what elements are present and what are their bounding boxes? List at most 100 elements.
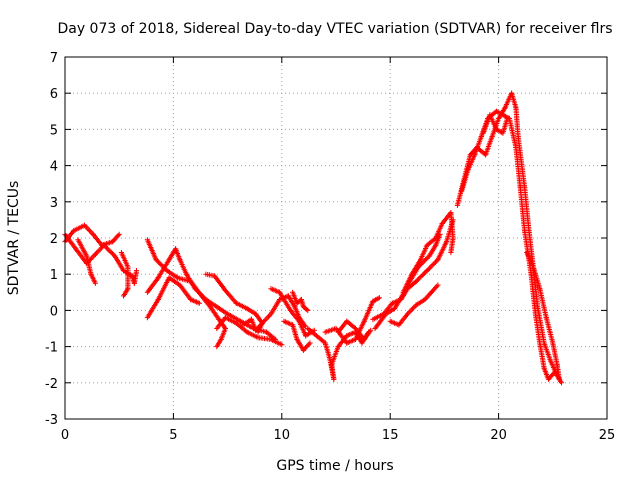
- x-tick-label: 5: [169, 428, 177, 443]
- y-tick-label: 6: [50, 87, 58, 102]
- data-point: [101, 242, 107, 248]
- y-tick-label: 1: [50, 268, 58, 283]
- data-point: [376, 295, 382, 301]
- y-tick-label: 5: [50, 123, 58, 138]
- data-trace-band: [240, 293, 309, 333]
- data-point: [423, 269, 429, 275]
- data-point: [420, 259, 426, 265]
- data-point: [558, 380, 565, 386]
- data-point: [368, 327, 374, 333]
- data-point: [103, 245, 109, 251]
- y-tick-label: 4: [50, 160, 58, 175]
- x-axis-label: GPS time / hours: [276, 458, 393, 474]
- data-point: [157, 260, 163, 266]
- data-point: [153, 257, 159, 263]
- data-point: [412, 279, 418, 286]
- data-point: [556, 376, 562, 382]
- data-point: [351, 324, 357, 331]
- y-tick-label: 2: [50, 232, 58, 247]
- data-point: [552, 369, 558, 375]
- data-point: [424, 268, 430, 274]
- y-tick-label: -2: [45, 377, 58, 392]
- y-tick-label: 0: [50, 304, 58, 319]
- data-point: [196, 289, 202, 295]
- x-tick-label: 15: [382, 428, 399, 443]
- data-point: [413, 278, 419, 284]
- data-point: [304, 306, 310, 313]
- data-trace-band: [400, 210, 456, 295]
- data-trace-band: [335, 318, 374, 342]
- data-trace-band: [281, 318, 313, 353]
- data-trace-band: [459, 108, 558, 382]
- data-point: [423, 257, 429, 263]
- data-point: [551, 370, 557, 376]
- data-point: [425, 266, 431, 272]
- data-point: [431, 260, 437, 266]
- data-point: [214, 344, 220, 350]
- data-point: [417, 275, 423, 281]
- data-point: [306, 341, 312, 347]
- y-tick-label: -1: [45, 341, 58, 356]
- data-point: [435, 282, 441, 288]
- data-trace-band: [290, 289, 311, 313]
- y-tick-label: 3: [50, 196, 58, 211]
- data-point: [109, 251, 116, 257]
- data-point: [409, 306, 416, 312]
- data-point: [199, 293, 205, 299]
- data-point: [108, 249, 114, 256]
- data-point: [432, 259, 439, 265]
- data-point: [200, 294, 207, 300]
- data-trace-band: [118, 249, 131, 299]
- data-series: [62, 90, 565, 386]
- data-point: [416, 276, 422, 282]
- data-point: [434, 258, 440, 264]
- data-point: [305, 307, 311, 313]
- chart-title: Day 073 of 2018, Sidereal Day-to-day VTE…: [57, 21, 612, 37]
- data-trace-band: [387, 282, 441, 328]
- data-point: [116, 231, 122, 237]
- data-point: [120, 293, 127, 299]
- data-point: [434, 283, 440, 289]
- y-tick-label: 7: [50, 51, 58, 66]
- data-trace-band: [480, 112, 510, 136]
- data-point: [197, 290, 203, 297]
- data-trace-band: [144, 275, 202, 321]
- data-point: [504, 115, 510, 122]
- data-point: [428, 264, 434, 270]
- data-point: [133, 268, 140, 274]
- x-tick-label: 20: [490, 428, 507, 443]
- data-point: [421, 258, 427, 264]
- data-point: [279, 342, 285, 348]
- y-axis-label: SDTVAR / TECUs: [6, 181, 22, 296]
- data-point: [448, 249, 454, 256]
- data-point: [424, 255, 430, 262]
- data-point: [418, 274, 424, 280]
- data-point: [196, 300, 202, 306]
- data-point: [198, 292, 204, 298]
- x-tick-label: 0: [61, 428, 69, 443]
- x-tick-label: 10: [274, 428, 291, 443]
- data-point: [92, 280, 98, 286]
- y-tick-label: -3: [45, 413, 58, 428]
- plot-frame: [64, 56, 608, 420]
- data-point: [419, 272, 425, 278]
- data-point: [430, 261, 436, 268]
- data-point: [420, 271, 426, 277]
- data-point: [192, 286, 198, 292]
- data-point: [155, 259, 162, 265]
- data-point: [154, 258, 160, 264]
- data-point: [414, 277, 420, 283]
- data-point: [106, 247, 112, 253]
- data-point: [307, 340, 313, 346]
- data-point: [426, 265, 433, 271]
- data-point: [193, 287, 199, 293]
- data-trace-band: [75, 237, 98, 286]
- x-tick-label: 25: [599, 428, 616, 443]
- data-point: [105, 246, 111, 252]
- data-point: [258, 321, 264, 327]
- data-trace-band: [214, 315, 285, 348]
- data-point: [115, 233, 121, 239]
- data-point: [194, 288, 201, 294]
